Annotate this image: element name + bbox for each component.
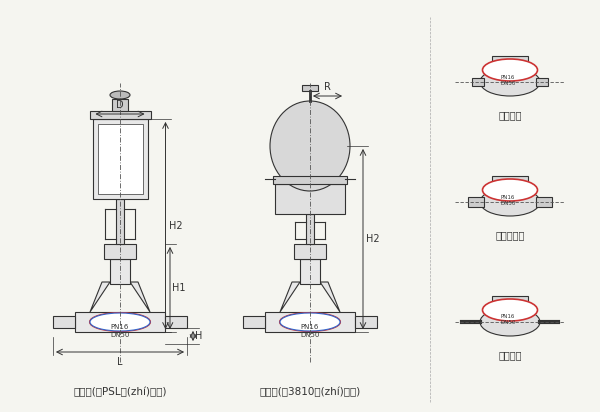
Bar [294, 244, 326, 259]
Ellipse shape [90, 313, 150, 331]
Ellipse shape [482, 299, 538, 321]
Bar [492, 56, 528, 72]
Text: H1: H1 [172, 283, 185, 293]
Ellipse shape [482, 59, 538, 81]
Bar [492, 176, 528, 192]
Bar [536, 197, 552, 207]
Bar [265, 312, 355, 332]
Polygon shape [320, 282, 340, 312]
Bar [116, 199, 124, 244]
Text: 承插焊連接: 承插焊連接 [496, 230, 524, 240]
Ellipse shape [480, 188, 540, 216]
Ellipse shape [280, 313, 340, 331]
Bar [302, 85, 318, 91]
Text: R: R [324, 82, 331, 92]
Bar [165, 316, 187, 328]
Polygon shape [90, 282, 110, 312]
Polygon shape [130, 282, 150, 312]
Bar [468, 197, 484, 207]
Text: DN50: DN50 [500, 80, 515, 86]
Bar [275, 184, 345, 214]
Bar [355, 316, 377, 328]
Ellipse shape [280, 313, 340, 331]
Ellipse shape [270, 101, 350, 191]
Bar [53, 316, 75, 328]
Bar [97, 124, 143, 194]
Text: PN16: PN16 [501, 314, 515, 319]
Text: D: D [116, 100, 124, 110]
Bar [492, 296, 528, 312]
Bar [300, 259, 320, 284]
Ellipse shape [480, 68, 540, 96]
Text: 對焊連接: 對焊連接 [498, 350, 522, 360]
Text: PN16: PN16 [501, 194, 515, 199]
Text: DN50: DN50 [110, 332, 130, 338]
Text: L: L [117, 357, 123, 367]
Bar [89, 111, 151, 119]
Text: 常溫型(配PSL執(zhí)行器): 常溫型(配PSL執(zhí)行器) [73, 387, 167, 397]
Text: DN50: DN50 [500, 321, 515, 325]
Bar [110, 259, 130, 284]
Bar [306, 214, 314, 244]
Bar [472, 78, 484, 86]
Text: H: H [195, 331, 202, 341]
Text: PN16: PN16 [301, 324, 319, 330]
Bar [75, 312, 165, 332]
Text: H2: H2 [169, 220, 182, 230]
Text: H2: H2 [366, 234, 380, 244]
Bar [273, 176, 347, 184]
Ellipse shape [110, 91, 130, 99]
Text: PN16: PN16 [111, 324, 129, 330]
Text: 常溫型(配3810執(zhí)行器): 常溫型(配3810執(zhí)行器) [259, 387, 361, 397]
Ellipse shape [482, 179, 538, 201]
Text: PN16: PN16 [501, 75, 515, 80]
Bar [104, 244, 136, 259]
Polygon shape [280, 282, 300, 312]
Ellipse shape [480, 308, 540, 336]
Text: DN50: DN50 [301, 332, 320, 338]
Text: 螺紋連接: 螺紋連接 [498, 110, 522, 120]
Ellipse shape [90, 313, 150, 331]
Bar [112, 99, 128, 111]
Text: DN50: DN50 [500, 201, 515, 206]
Bar [536, 78, 548, 86]
Bar [92, 119, 148, 199]
Bar [243, 316, 265, 328]
